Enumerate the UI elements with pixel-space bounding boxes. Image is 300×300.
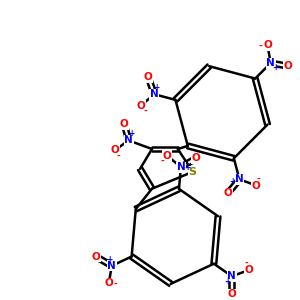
Text: O: O (110, 145, 119, 155)
Text: -: - (143, 106, 147, 116)
Text: +: + (185, 163, 191, 172)
Text: N: N (176, 162, 185, 172)
Text: O: O (163, 151, 172, 160)
Text: N: N (227, 271, 236, 281)
Text: O: O (104, 278, 113, 288)
Text: N: N (150, 89, 159, 99)
Text: +: + (230, 177, 236, 186)
Text: O: O (92, 252, 101, 262)
Text: -: - (244, 259, 248, 268)
Text: N: N (124, 136, 133, 146)
Text: +: + (106, 255, 112, 264)
Text: N: N (235, 174, 244, 184)
Text: -: - (161, 157, 165, 166)
Text: -: - (257, 175, 261, 184)
Text: +: + (272, 64, 279, 73)
Text: S: S (189, 167, 197, 177)
Text: O: O (227, 289, 236, 299)
Text: O: O (252, 181, 261, 190)
Text: N: N (107, 261, 116, 271)
Text: O: O (192, 153, 201, 163)
Text: +: + (128, 130, 134, 139)
Text: +: + (153, 83, 159, 92)
Text: O: O (244, 265, 253, 275)
Text: O: O (284, 61, 293, 71)
Text: -: - (117, 152, 121, 160)
Text: -: - (259, 42, 262, 51)
Text: O: O (144, 72, 153, 82)
Text: N: N (266, 58, 275, 68)
Text: +: + (225, 278, 231, 286)
Text: O: O (136, 101, 145, 111)
Text: O: O (224, 188, 232, 198)
Text: -: - (114, 280, 117, 289)
Text: O: O (120, 119, 129, 129)
Text: O: O (263, 40, 272, 50)
